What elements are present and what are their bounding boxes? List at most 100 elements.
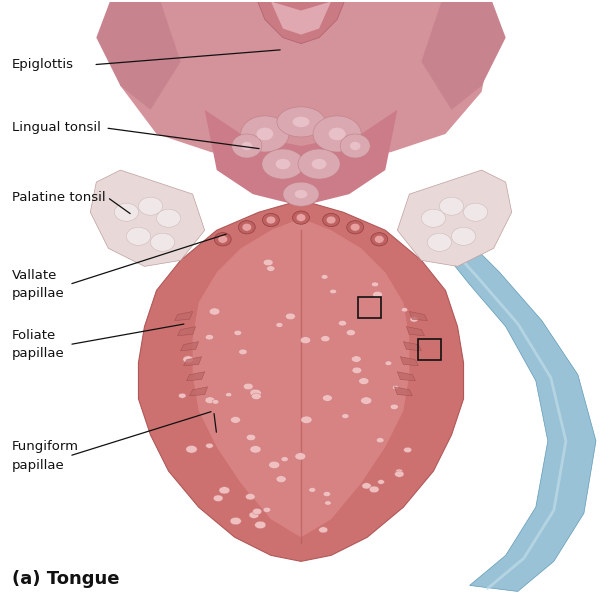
Ellipse shape xyxy=(300,337,311,344)
Ellipse shape xyxy=(352,367,362,373)
Ellipse shape xyxy=(157,209,181,227)
Ellipse shape xyxy=(186,445,197,453)
Ellipse shape xyxy=(352,356,361,362)
Text: (a) Tongue: (a) Tongue xyxy=(12,571,120,589)
Ellipse shape xyxy=(326,216,336,224)
Polygon shape xyxy=(397,371,415,381)
Text: papillae: papillae xyxy=(12,287,65,300)
Ellipse shape xyxy=(243,383,253,390)
Ellipse shape xyxy=(249,512,259,518)
Ellipse shape xyxy=(293,117,309,127)
Ellipse shape xyxy=(346,330,355,336)
Polygon shape xyxy=(181,342,199,351)
Ellipse shape xyxy=(256,128,273,140)
Ellipse shape xyxy=(262,149,304,179)
Ellipse shape xyxy=(277,107,325,137)
Ellipse shape xyxy=(350,223,360,231)
Bar xyxy=(358,297,381,318)
Ellipse shape xyxy=(342,414,349,419)
Ellipse shape xyxy=(138,197,163,215)
Polygon shape xyxy=(403,342,421,351)
Ellipse shape xyxy=(323,214,340,227)
Ellipse shape xyxy=(241,116,289,152)
Ellipse shape xyxy=(114,203,138,221)
Ellipse shape xyxy=(241,142,252,150)
Polygon shape xyxy=(421,0,506,110)
Polygon shape xyxy=(445,242,596,592)
Ellipse shape xyxy=(252,393,261,400)
Ellipse shape xyxy=(267,266,275,272)
Ellipse shape xyxy=(371,233,388,246)
Ellipse shape xyxy=(150,234,175,251)
Ellipse shape xyxy=(329,128,346,140)
Ellipse shape xyxy=(213,495,223,502)
Ellipse shape xyxy=(464,203,488,221)
Ellipse shape xyxy=(126,227,150,245)
Ellipse shape xyxy=(321,336,330,342)
Ellipse shape xyxy=(226,393,232,397)
Ellipse shape xyxy=(276,476,286,483)
Ellipse shape xyxy=(234,330,241,335)
Polygon shape xyxy=(138,200,464,561)
Ellipse shape xyxy=(403,447,412,453)
Ellipse shape xyxy=(323,491,330,497)
Ellipse shape xyxy=(252,508,262,515)
Ellipse shape xyxy=(214,233,231,246)
Ellipse shape xyxy=(263,507,271,512)
Ellipse shape xyxy=(205,335,214,340)
Bar xyxy=(418,339,441,360)
Ellipse shape xyxy=(377,480,385,484)
Ellipse shape xyxy=(230,517,241,525)
Ellipse shape xyxy=(219,486,230,494)
Ellipse shape xyxy=(330,289,337,294)
Ellipse shape xyxy=(218,235,228,243)
Ellipse shape xyxy=(313,116,361,152)
Ellipse shape xyxy=(206,443,213,448)
Text: Vallate: Vallate xyxy=(12,269,57,282)
Ellipse shape xyxy=(374,235,384,243)
Ellipse shape xyxy=(276,159,290,169)
Ellipse shape xyxy=(231,416,241,423)
Ellipse shape xyxy=(285,313,296,320)
Ellipse shape xyxy=(298,149,340,179)
Ellipse shape xyxy=(350,142,361,150)
Ellipse shape xyxy=(209,308,220,315)
Ellipse shape xyxy=(262,214,279,227)
Text: Epiglottis: Epiglottis xyxy=(12,58,74,71)
Polygon shape xyxy=(96,0,181,110)
Ellipse shape xyxy=(183,356,193,363)
Ellipse shape xyxy=(295,190,308,198)
Ellipse shape xyxy=(293,211,309,224)
Ellipse shape xyxy=(283,182,319,206)
Ellipse shape xyxy=(410,316,418,322)
Ellipse shape xyxy=(239,349,247,355)
Ellipse shape xyxy=(246,494,255,500)
Polygon shape xyxy=(193,218,409,537)
Polygon shape xyxy=(400,357,418,365)
Ellipse shape xyxy=(361,397,372,404)
Ellipse shape xyxy=(338,321,347,326)
Ellipse shape xyxy=(268,461,280,469)
Ellipse shape xyxy=(390,404,399,410)
Polygon shape xyxy=(205,110,397,206)
Ellipse shape xyxy=(439,197,464,215)
Ellipse shape xyxy=(179,393,186,398)
Text: Foliate: Foliate xyxy=(12,329,57,342)
Polygon shape xyxy=(175,312,193,321)
Ellipse shape xyxy=(371,282,379,287)
Polygon shape xyxy=(184,357,202,365)
Ellipse shape xyxy=(394,471,404,477)
Ellipse shape xyxy=(281,457,288,462)
Ellipse shape xyxy=(376,437,384,443)
Polygon shape xyxy=(190,387,208,396)
Ellipse shape xyxy=(255,521,266,529)
Ellipse shape xyxy=(393,385,399,390)
Polygon shape xyxy=(394,387,412,396)
Ellipse shape xyxy=(295,453,306,460)
Polygon shape xyxy=(187,371,205,381)
Ellipse shape xyxy=(312,159,326,169)
Ellipse shape xyxy=(323,394,332,401)
Ellipse shape xyxy=(347,221,364,234)
Ellipse shape xyxy=(362,483,371,489)
Ellipse shape xyxy=(232,134,262,158)
